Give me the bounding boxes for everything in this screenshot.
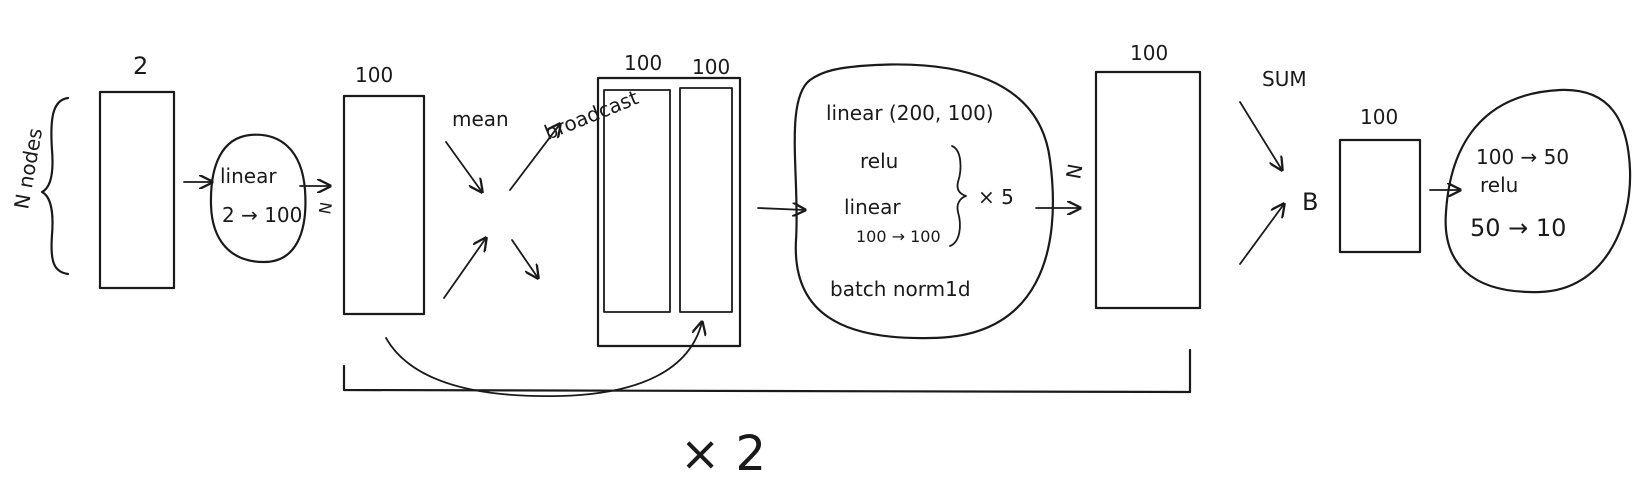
mlp-batchnorm-label: batch norm1d [830,277,971,301]
linear-input-dims: 2 → 100 [222,203,302,227]
head-50-10-label: 50 → 10 [1470,214,1566,242]
repeat-bracket [342,348,1192,394]
n-after-linear-label: N [315,201,336,216]
arrow-sum-bottom [1239,204,1284,265]
concat-matrix-left-part [603,89,671,313]
input-dim-label: 2 [133,52,148,80]
concat-dim-a-label: 100 [624,51,662,75]
concat-matrix-outer [596,76,742,348]
n-nodes-label: N nodes [9,126,47,211]
arrow-broadcast-out-bottom [511,239,538,278]
b-label: B [1302,188,1318,216]
mlp-linear-dims: 100 → 100 [856,227,941,246]
hidden-matrix-1 [342,94,426,316]
arrow-mean-in-bottom [443,238,486,299]
arrow-sum-top [1239,101,1282,170]
head-relu-label: relu [1480,173,1518,197]
mlp-repeat-brace [949,145,967,247]
pooled-matrix [1338,138,1422,254]
hidden-dim-1-label: 100 [355,63,393,87]
sum-label: SUM [1262,67,1307,91]
mlp-repeat-label: × 5 [978,185,1014,209]
hidden-matrix-2 [1094,70,1202,310]
mean-label: mean [452,107,509,131]
broadcast-label: broadcast [541,85,642,144]
repeat-block-label: × 2 [680,426,766,480]
input-feature-matrix [98,90,176,290]
n-nodes-brace [40,96,70,276]
head-100-50-label: 100 → 50 [1476,145,1569,169]
mlp-linear-200-100: linear (200, 100) [826,101,994,125]
concat-matrix-right-part [679,87,733,313]
mlp-relu-label: relu [860,149,898,173]
hidden-dim-2-label: 100 [1130,41,1168,65]
arrow-broadcast-out-top [509,124,560,191]
linear-input-label: linear [220,164,277,188]
mlp-linear-label: linear [844,195,901,219]
arrow-concat-to-mlp [757,208,805,210]
residual-connection [385,322,702,398]
linear-input-blob [209,133,307,264]
arrow-mean-in-top [445,141,482,192]
concat-dim-b-label: 100 [692,55,730,79]
pooled-dim-label: 100 [1360,105,1398,129]
head-blob [1444,88,1632,294]
n-after-mlp-label: N [1061,162,1087,181]
mlp-blob [793,63,1055,340]
